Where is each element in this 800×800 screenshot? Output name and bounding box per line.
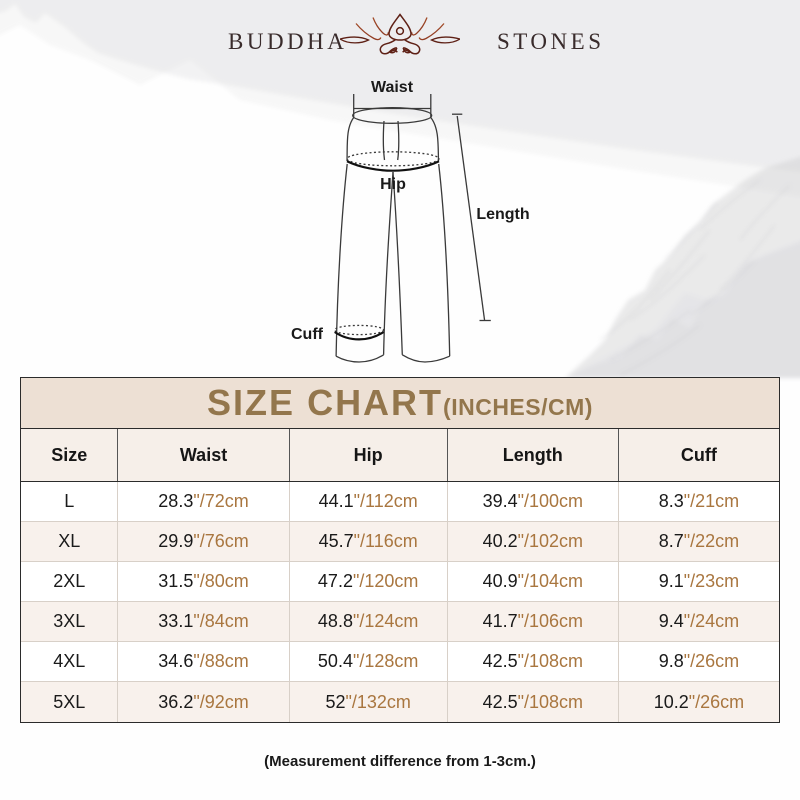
- svg-text:Hip: Hip: [380, 176, 406, 193]
- svg-text:Length: Length: [476, 206, 529, 223]
- svg-text:Waist: Waist: [371, 79, 414, 96]
- svg-text:Cuff: Cuff: [291, 326, 324, 343]
